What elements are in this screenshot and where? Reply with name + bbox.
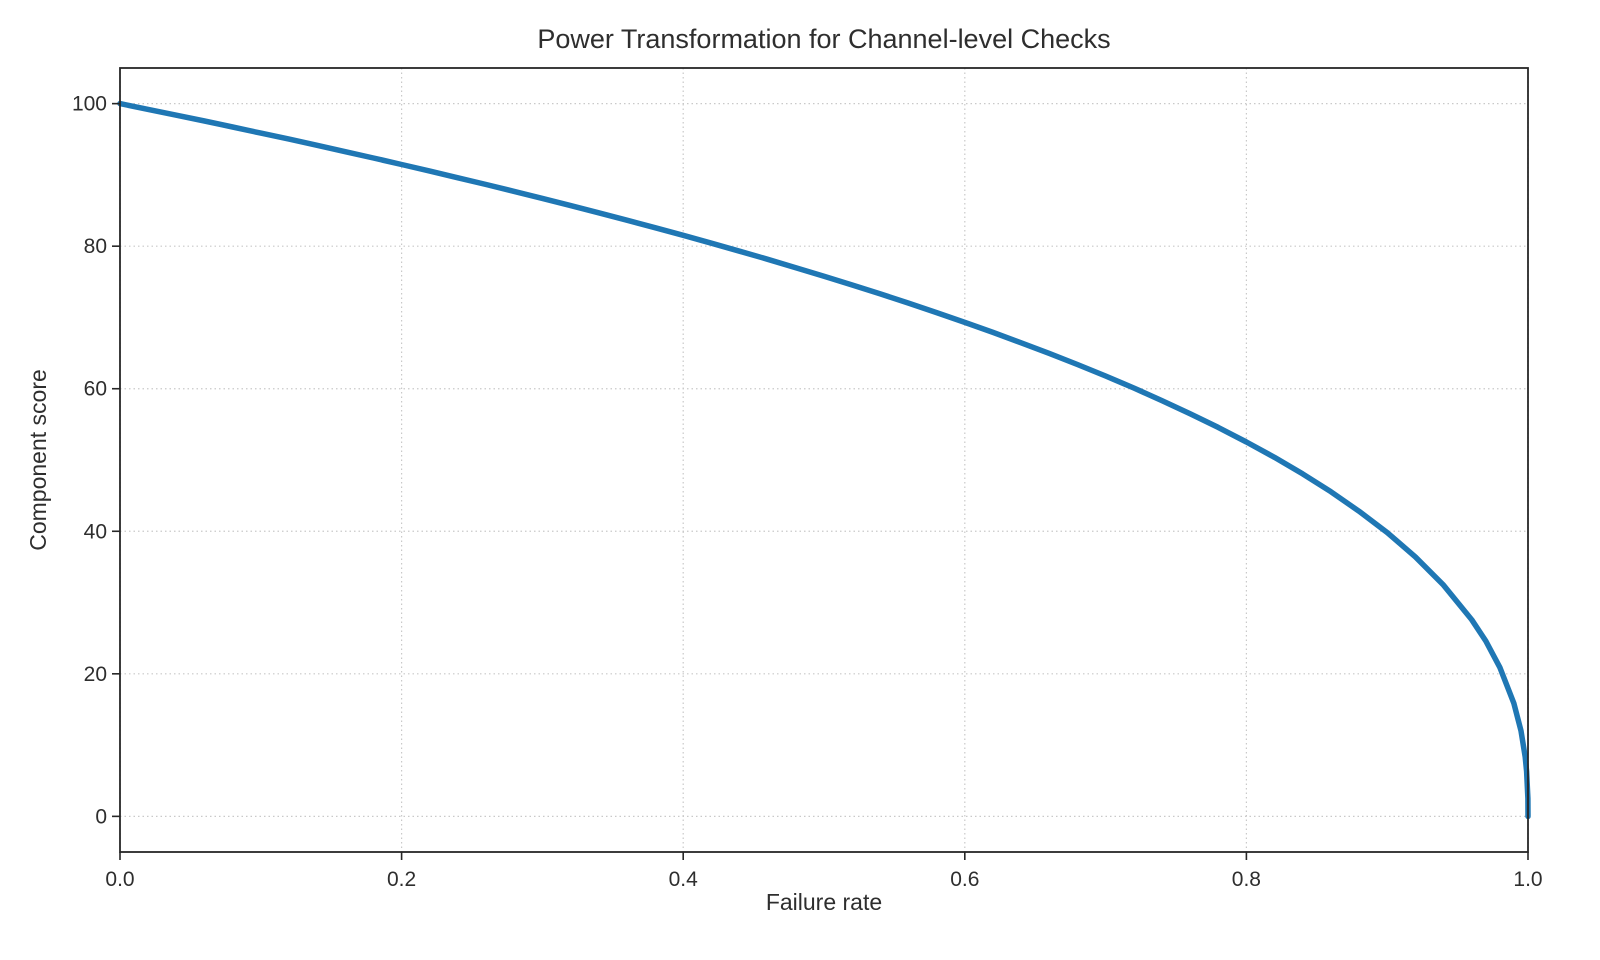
gridlines [119, 68, 1529, 852]
tick-marks [112, 102, 1529, 860]
y-tick-label: 100 [72, 93, 107, 116]
y-tick-label: 60 [84, 378, 107, 401]
x-tick-label: 1.0 [1513, 868, 1542, 891]
y-tick-label: 80 [84, 235, 107, 258]
y-tick-label: 0 [95, 805, 107, 828]
y-axis-label: Component score [25, 369, 51, 551]
x-tick-label: 0.4 [669, 868, 699, 891]
x-tick-label: 0.0 [105, 868, 134, 891]
x-tick-label: 0.6 [950, 868, 979, 891]
tick-labels: 0.0 0.2 0.4 0.6 0.8 1.0 0 20 40 60 80 100 [72, 93, 1543, 891]
chart-title: Power Transformation for Channel-level C… [537, 24, 1110, 54]
x-axis-label: Failure rate [766, 889, 882, 915]
y-tick-label: 40 [84, 520, 107, 543]
plot-frame [119, 67, 1529, 853]
x-tick-label: 0.8 [1232, 868, 1261, 891]
y-tick-label: 20 [84, 663, 107, 686]
x-tick-label: 0.2 [387, 868, 416, 891]
line-series [117, 100, 1531, 820]
